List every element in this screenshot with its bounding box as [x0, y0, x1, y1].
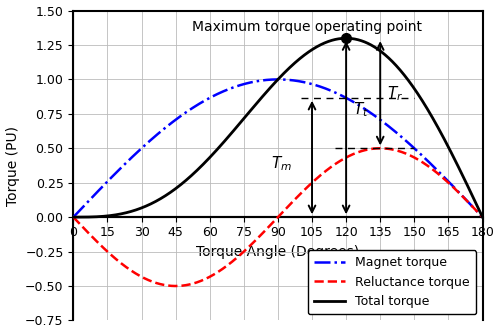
Y-axis label: Torque (PU): Torque (PU)	[6, 126, 20, 205]
Total torque	[390, 60, 396, 64]
Magnet torque	[250, 80, 256, 84]
Total torque	[480, 215, 486, 219]
Text: Maximum torque operating point: Maximum torque operating point	[192, 20, 422, 34]
Reluctance torque	[352, 152, 358, 156]
Total torque	[250, 105, 256, 109]
X-axis label: Torque Angle (Degrees): Torque Angle (Degrees)	[196, 245, 360, 259]
Text: $T_m$: $T_m$	[271, 154, 292, 173]
Reluctance torque	[480, 215, 486, 219]
Total torque	[352, 37, 358, 41]
Line: Total torque: Total torque	[74, 38, 482, 217]
Reluctance torque	[251, 240, 257, 244]
Reluctance torque	[112, 257, 118, 261]
Magnet torque	[480, 215, 486, 219]
Total torque	[343, 36, 349, 40]
Text: $T_r$: $T_r$	[387, 84, 404, 103]
Magnet torque	[236, 84, 242, 88]
Text: $T_t$: $T_t$	[353, 101, 369, 119]
Magnet torque	[352, 101, 358, 105]
Total torque	[70, 215, 76, 219]
Legend: Magnet torque, Reluctance torque, Total torque: Magnet torque, Reluctance torque, Total …	[308, 250, 476, 314]
Magnet torque	[112, 172, 118, 176]
Line: Magnet torque: Magnet torque	[74, 79, 482, 217]
Magnet torque	[70, 215, 76, 219]
Reluctance torque	[390, 148, 396, 152]
Magnet torque	[274, 77, 280, 81]
Total torque	[397, 68, 403, 72]
Total torque	[112, 213, 118, 217]
Reluctance torque	[70, 215, 76, 219]
Reluctance torque	[236, 254, 242, 258]
Reluctance torque	[172, 284, 178, 288]
Total torque	[236, 123, 242, 127]
Magnet torque	[390, 128, 396, 132]
Line: Reluctance torque: Reluctance torque	[74, 148, 482, 286]
Magnet torque	[397, 134, 403, 138]
Reluctance torque	[398, 150, 404, 154]
Reluctance torque	[377, 146, 383, 150]
